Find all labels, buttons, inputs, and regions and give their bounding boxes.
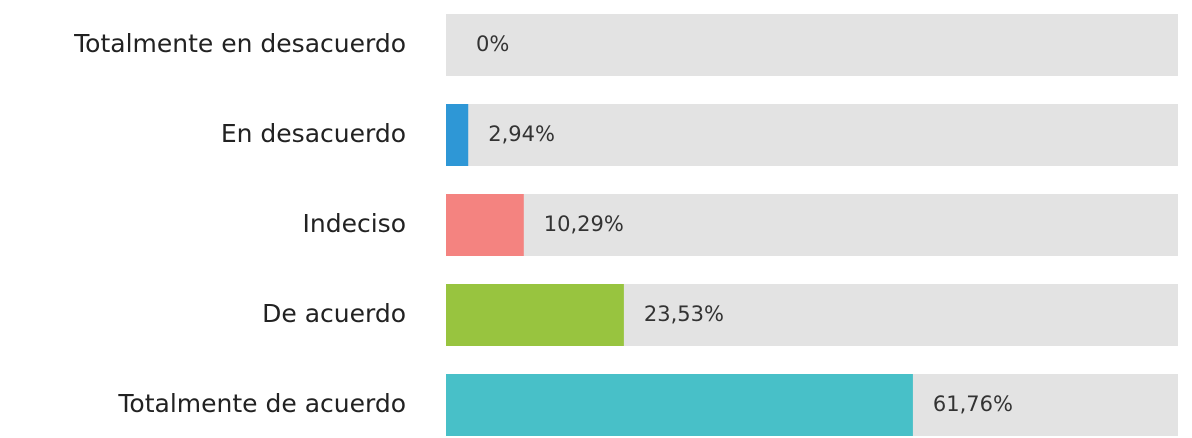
bar (446, 194, 524, 256)
category-label: Totalmente en desacuerdo (73, 29, 406, 58)
bar-track (446, 14, 1178, 76)
bar (446, 104, 469, 166)
value-label: 10,29% (544, 212, 624, 236)
category-label: De acuerdo (262, 299, 406, 328)
bar-track (446, 194, 1178, 256)
category-label: En desacuerdo (221, 119, 406, 148)
value-label: 23,53% (644, 302, 724, 326)
category-label: Indeciso (303, 209, 406, 238)
bar (446, 284, 624, 346)
category-label: Totalmente de acuerdo (117, 389, 406, 418)
value-label: 2,94% (488, 122, 555, 146)
value-label: 0% (476, 32, 509, 56)
bar (446, 374, 913, 436)
bar-track (446, 104, 1178, 166)
value-label: 61,76% (933, 392, 1013, 416)
